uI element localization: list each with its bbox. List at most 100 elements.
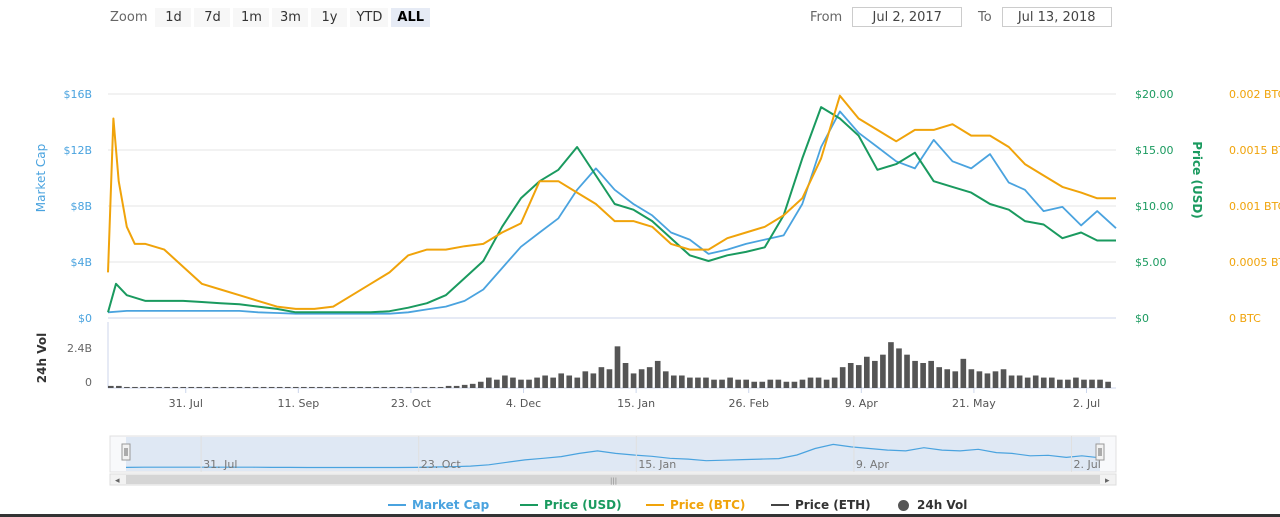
legend-line-icon — [388, 504, 406, 506]
y-axis-title-market-cap: Market Cap — [34, 144, 48, 212]
volume-bar — [309, 386, 315, 388]
volume-bar — [373, 386, 380, 388]
volume-bar — [558, 373, 565, 388]
volume-bar — [244, 386, 251, 388]
x-tick-label: 15. Jan — [617, 397, 655, 410]
x-tick-label: 21. May — [952, 397, 996, 410]
volume-bar — [534, 377, 540, 388]
y-tick-market-cap: $8B — [70, 200, 92, 213]
volume-bar — [421, 386, 428, 388]
legend-item[interactable]: Market Cap — [388, 498, 489, 512]
legend-label: Market Cap — [412, 498, 490, 512]
date-range-to: To Jul 13, 2018 — [978, 7, 1112, 27]
legend-label: Price (ETH) — [795, 498, 871, 512]
legend-item[interactable]: Price (ETH) — [771, 498, 871, 512]
volume-bar — [711, 379, 717, 388]
volume-bar — [526, 379, 532, 388]
volume-bar — [952, 371, 959, 388]
volume-bar — [260, 386, 267, 388]
zoom-1d-button[interactable]: 1d — [155, 7, 192, 27]
volume-bar — [992, 371, 999, 388]
volume-bar — [124, 386, 130, 388]
series-line-price-btc — [107, 94, 1116, 310]
volume-bar — [196, 386, 203, 388]
volume-bar — [807, 377, 814, 388]
volume-bar — [333, 386, 339, 388]
navigator-tick-label: 31. Jul — [203, 458, 237, 471]
volume-bar — [864, 356, 870, 388]
volume-bar — [815, 377, 822, 388]
legend-item[interactable]: 24h Vol — [898, 498, 967, 512]
volume-bar — [968, 369, 975, 388]
legend-item[interactable]: Price (BTC) — [646, 498, 745, 512]
volume-bar — [204, 386, 211, 388]
volume-bar — [486, 377, 492, 388]
volume-bar — [1057, 379, 1063, 388]
volume-bar — [614, 346, 621, 388]
date-range-from: From Jul 2, 2017 — [810, 7, 963, 27]
volume-bar — [550, 377, 556, 388]
zoom-1m-button[interactable]: 1m — [233, 7, 270, 27]
volume-bar — [719, 379, 725, 388]
x-tick-label: 9. Apr — [845, 397, 878, 410]
legend-label: Price (BTC) — [670, 498, 746, 512]
volume-bar — [751, 381, 758, 388]
y-tick-price-btc: 0.0005 BTC — [1229, 256, 1280, 269]
volume-bar — [598, 367, 605, 388]
y-tick-volume: 0 — [85, 376, 92, 389]
scrollbar-grip: ||| — [610, 477, 617, 485]
series-line-price-usd — [107, 106, 1116, 314]
volume-bar — [823, 379, 830, 388]
legend-dot-icon — [898, 499, 909, 511]
zoom-1y-button[interactable]: 1y — [311, 7, 348, 27]
volume-bar — [252, 386, 259, 388]
volume-bar — [445, 385, 452, 388]
volume-bar — [670, 375, 677, 388]
to-label: To — [978, 9, 992, 25]
volume-bar — [494, 379, 500, 388]
from-label: From — [810, 9, 843, 25]
volume-bar — [839, 367, 846, 388]
volume-bar — [172, 386, 178, 388]
volume-bar — [1008, 375, 1015, 388]
navigator-tick-label: 23. Oct — [421, 458, 462, 471]
zoom-7d-button[interactable]: 7d — [194, 7, 231, 27]
volume-bar — [1024, 377, 1031, 388]
volume-bar — [855, 365, 862, 388]
volume-bar — [743, 379, 749, 388]
volume-bar — [188, 386, 195, 388]
volume-bar — [180, 386, 187, 388]
legend-item[interactable]: Price (USD) — [520, 498, 622, 512]
from-date-input[interactable]: Jul 2, 2017 — [852, 7, 963, 27]
navigator-tick-label: 15. Jan — [638, 458, 676, 471]
volume-bar — [654, 360, 661, 388]
y-tick-price-btc: 0 BTC — [1229, 312, 1261, 325]
volume-bar — [1105, 381, 1111, 388]
volume-bar — [156, 386, 162, 388]
volume-bar — [791, 381, 798, 388]
volume-bar — [437, 386, 444, 388]
volume-bar — [759, 381, 766, 388]
series-line-market-cap — [107, 110, 1117, 315]
zoom-ytd-button[interactable]: YTD — [350, 7, 389, 27]
zoom-all-button[interactable]: ALL — [391, 7, 431, 27]
volume-bar — [276, 386, 283, 388]
volume-bar — [928, 360, 934, 388]
navigator-selection — [126, 437, 1100, 471]
volume-bar — [606, 369, 613, 388]
legend-line-icon — [520, 504, 538, 506]
legend-line-icon — [771, 504, 789, 506]
scrollbar-thumb — [126, 475, 1100, 484]
y-tick-price-btc: 0.002 BTC — [1229, 88, 1280, 101]
volume-bar — [646, 367, 653, 388]
to-date-input[interactable]: Jul 13, 2018 — [1001, 7, 1112, 27]
volume-bar — [944, 369, 951, 388]
volume-bar — [341, 386, 347, 388]
volume-bar — [727, 377, 733, 388]
volume-bar — [703, 377, 709, 388]
volume-bar — [872, 360, 878, 388]
volume-bar — [405, 386, 412, 388]
volume-bar — [630, 373, 637, 388]
zoom-3m-button[interactable]: 3m — [272, 7, 309, 27]
